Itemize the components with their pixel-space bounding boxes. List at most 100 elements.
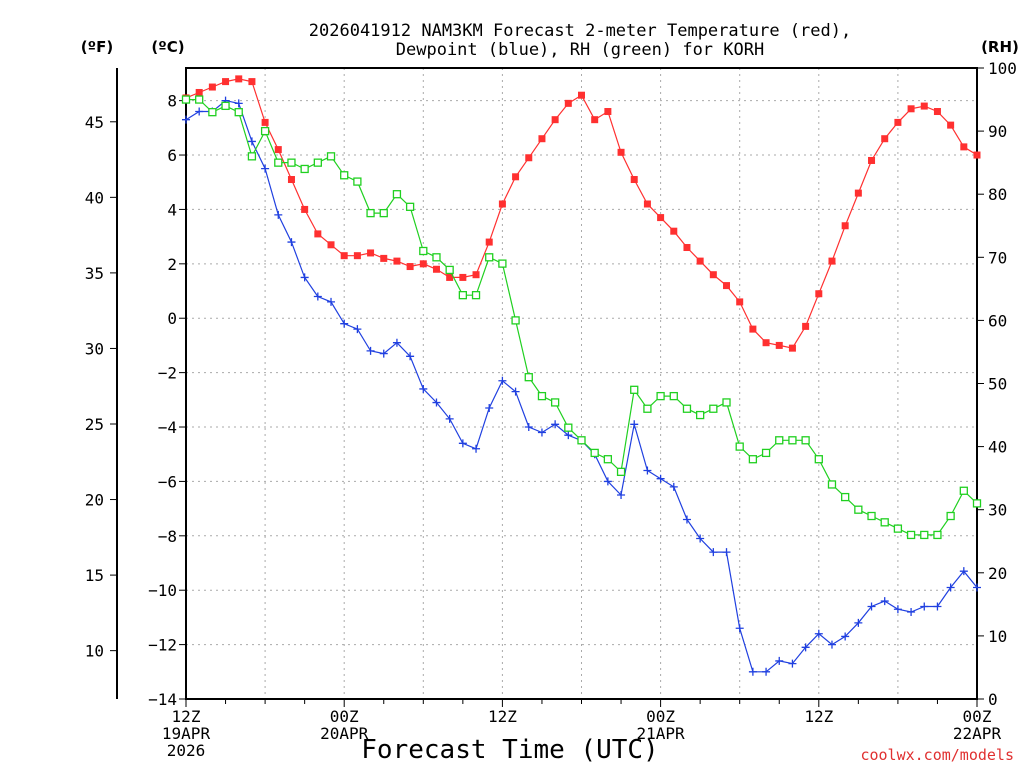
dewpoint-point <box>432 398 441 407</box>
rh-point <box>195 95 204 104</box>
time-tick-label: 21APR <box>637 724 686 743</box>
dewpoint-point <box>353 325 362 334</box>
temperature-point <box>749 325 757 333</box>
rh-point <box>867 511 876 521</box>
temperature-point <box>802 322 810 330</box>
celsius-tick-label: −8 <box>158 527 177 546</box>
rh-point <box>972 499 982 508</box>
dewpoint-point <box>709 548 718 557</box>
dewpoint-point <box>247 137 256 146</box>
rh-point <box>643 404 652 413</box>
dewpoint-point <box>973 583 981 592</box>
dewpoint-point <box>827 640 836 649</box>
temperature-point <box>815 290 823 298</box>
temperature-point <box>630 176 638 184</box>
celsius-tick-label: 0 <box>167 309 177 328</box>
rh-point <box>485 253 494 262</box>
rh-point <box>221 101 230 111</box>
temperature-point <box>643 200 651 208</box>
dewpoint-point <box>933 602 942 611</box>
rh-point <box>405 202 415 211</box>
dewpoint-point <box>603 477 612 486</box>
dewpoint-point <box>867 602 876 611</box>
dewpoint-point <box>630 420 639 429</box>
rh-point <box>735 442 744 451</box>
temperature-point <box>301 205 309 213</box>
temperature-point <box>683 244 691 252</box>
rh-point <box>590 448 599 458</box>
rh-tick-label: 50 <box>988 375 1007 394</box>
rh-point <box>379 208 388 218</box>
dewpoint-point <box>379 349 388 358</box>
dewpoint-point <box>234 99 243 108</box>
dewpoint-point <box>182 115 190 124</box>
dewpoint-point <box>814 629 823 638</box>
fahrenheit-tick-label: 40 <box>85 188 104 207</box>
dewpoint-point <box>788 659 797 668</box>
rh-point <box>234 108 243 117</box>
rh-point <box>893 524 903 533</box>
dewpoint-point <box>959 567 968 576</box>
rh-point <box>247 152 257 161</box>
fahrenheit-axis-unit: (ºF) <box>81 38 113 56</box>
celsius-axis: −14 −12 −10 −8 −6 −4 −2 0 2 4 6 8 <box>148 92 186 709</box>
dewpoint-point <box>920 602 929 611</box>
temperature-point <box>564 99 572 107</box>
fahrenheit-tick-label: 15 <box>85 566 104 585</box>
temperature-point <box>709 271 717 279</box>
temperature-point <box>525 154 533 162</box>
fahrenheit-tick-label: 35 <box>85 264 104 283</box>
temperature-point <box>841 222 849 230</box>
rh-point <box>616 467 626 476</box>
rh-point <box>880 518 889 527</box>
plot-frame <box>185 67 978 700</box>
temperature-point <box>314 230 322 238</box>
celsius-tick-label: −6 <box>158 472 177 491</box>
data-series <box>181 75 982 676</box>
temperature-point <box>947 121 955 129</box>
temperature-point <box>512 173 520 181</box>
time-tick-label: 2026 <box>167 741 206 760</box>
temperature-point <box>591 116 599 124</box>
temperature-point <box>960 143 968 151</box>
x-axis-title: Forecast Time (UTC) <box>361 735 658 765</box>
rh-point <box>761 448 771 458</box>
temperature-point <box>327 241 335 249</box>
fahrenheit-tick-label: 10 <box>85 642 104 661</box>
temperature-point <box>657 214 665 222</box>
temperature-point <box>485 238 493 246</box>
rh-point <box>709 404 718 413</box>
rh-point <box>340 171 349 180</box>
celsius-axis-unit: (ºC) <box>151 38 184 56</box>
temperature-point <box>828 257 836 265</box>
rh-point <box>458 291 468 300</box>
rh-tick-label: 70 <box>988 248 1007 267</box>
celsius-tick-label: 2 <box>167 255 177 274</box>
rh-tick-label: 0 <box>988 690 998 709</box>
rh-point <box>498 259 507 268</box>
fahrenheit-tick-label: 30 <box>85 339 104 358</box>
rh-tick-label: 40 <box>988 438 1007 457</box>
rh-point <box>748 455 758 464</box>
temperature-point <box>261 118 269 126</box>
rh-point <box>366 208 375 218</box>
rh-point <box>260 126 270 136</box>
temperature-point <box>353 252 361 260</box>
dewpoint-point <box>195 107 204 116</box>
temperature-point <box>380 254 388 262</box>
temperature-point <box>235 75 243 83</box>
fahrenheit-tick-label: 25 <box>85 415 104 434</box>
rh-point <box>300 164 309 174</box>
temperature-point <box>670 227 678 235</box>
dewpoint-point <box>406 352 415 361</box>
temperature-point <box>406 263 414 271</box>
rh-point <box>208 108 217 117</box>
dewpoint-point <box>907 607 916 616</box>
rh-point <box>788 436 797 445</box>
rh-point <box>801 436 810 445</box>
celsius-tick-label: −4 <box>158 418 177 437</box>
rh-point <box>696 410 705 420</box>
rh-point <box>603 455 613 464</box>
temperature-point <box>736 298 744 306</box>
